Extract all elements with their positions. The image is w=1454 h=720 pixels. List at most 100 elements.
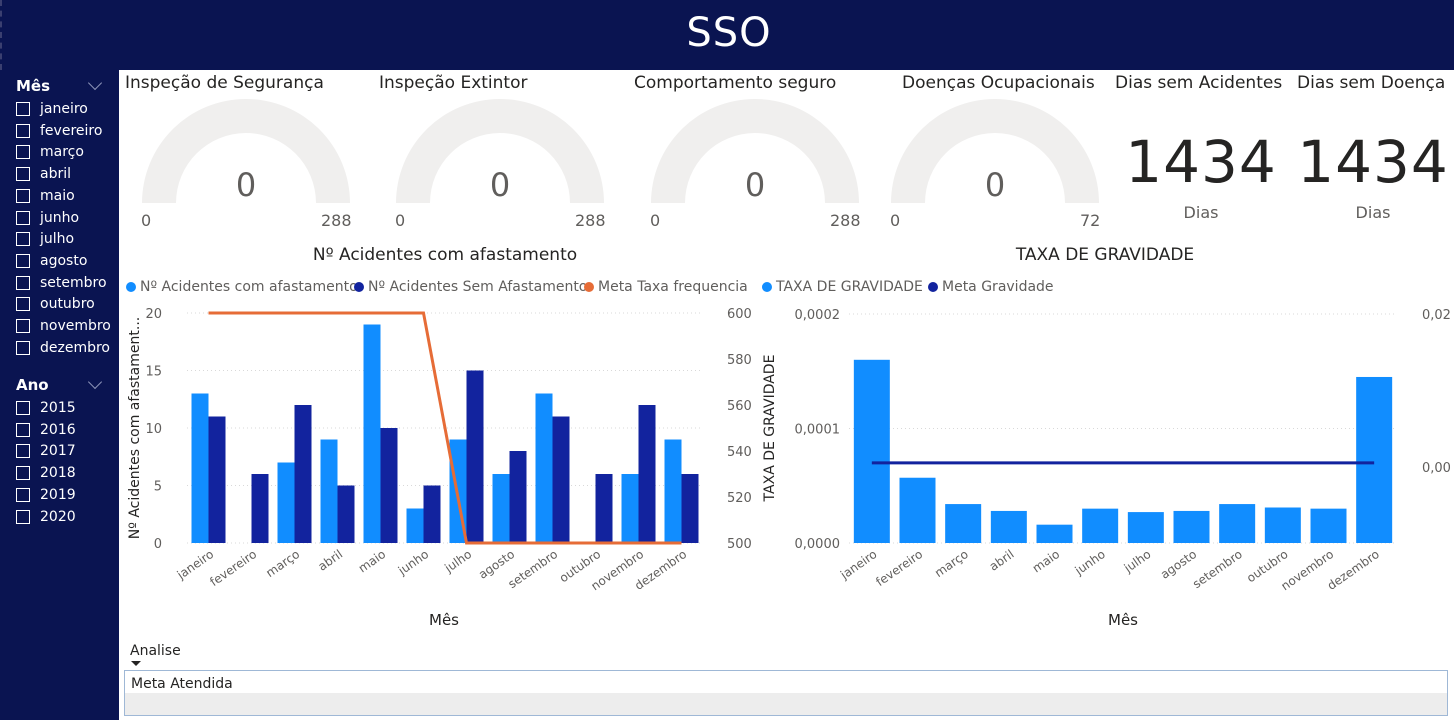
month-option-junho[interactable]: junho: [16, 208, 79, 228]
sort-caret-icon[interactable]: [131, 661, 141, 666]
legend-item-acidentes-sem-afastamento[interactable]: Nº Acidentes Sem Afastamento: [354, 279, 587, 295]
chart1-xlabel: Mês: [429, 611, 459, 629]
checkbox[interactable]: [16, 509, 30, 524]
legend-item-meta-taxa-frequencia[interactable]: Meta Taxa frequencia: [584, 279, 748, 295]
y-tick-label: 20: [145, 307, 162, 322]
bar-junho: [1082, 508, 1119, 543]
legend-item-taxa-de-gravidade[interactable]: TAXA DE GRAVIDADE: [762, 279, 923, 295]
checkbox[interactable]: [16, 232, 30, 247]
checkbox[interactable]: [16, 123, 30, 138]
bar-janeiro-com: [191, 393, 209, 543]
checkbox[interactable]: [16, 188, 30, 203]
year-option-2018[interactable]: 2018: [16, 463, 76, 483]
bar-agosto-com: [492, 474, 510, 543]
bar-outubro-sem: [595, 474, 613, 543]
month-option-janeiro[interactable]: janeiro: [16, 99, 88, 119]
slicer-item-label: novembro: [40, 318, 111, 334]
gauge-arc-comportamento-seguro: [651, 99, 859, 203]
month-option-maio[interactable]: maio: [16, 186, 75, 206]
month-option-abril[interactable]: abril: [16, 164, 71, 184]
x-tick-label: março: [932, 547, 971, 580]
bar-setembro-com: [535, 393, 553, 543]
checkbox[interactable]: [16, 167, 30, 182]
legend-dot: [354, 282, 364, 292]
legend-dot: [584, 282, 594, 292]
year-option-2019[interactable]: 2019: [16, 485, 76, 505]
bar-março: [945, 504, 982, 543]
bar-julho-sem: [466, 370, 484, 543]
y2-tick-label: 0,00: [1422, 461, 1451, 476]
slicer-item-label: 2015: [40, 400, 76, 416]
gauge-value-comportamento-seguro: 0: [744, 166, 766, 204]
month-option-setembro[interactable]: setembro: [16, 273, 107, 293]
gauge-title-doencas-ocupacionais: Doenças Ocupacionais: [902, 73, 1095, 93]
slicer-item-label: julho: [40, 231, 75, 248]
page-title: SSO: [686, 10, 772, 56]
analise-column-header[interactable]: Analise: [130, 643, 181, 659]
bar-abril: [990, 510, 1027, 543]
table-row[interactable]: Meta Atendida: [131, 676, 233, 692]
month-option-dezembro[interactable]: dezembro: [16, 338, 110, 358]
month-option-agosto[interactable]: agosto: [16, 251, 87, 271]
legend-label: Meta Taxa frequencia: [598, 279, 748, 295]
bar-agosto-sem: [509, 451, 527, 543]
month-option-março[interactable]: março: [16, 142, 84, 162]
kpi-title-dias-sem-doenca: Dias sem Doença: [1297, 73, 1446, 93]
year-option-2015[interactable]: 2015: [16, 398, 76, 418]
checkbox[interactable]: [16, 145, 30, 160]
gauge-arc-doencas-ocupacionais: [891, 99, 1099, 203]
gauge-max-inspecao-seguranca: 288: [321, 211, 352, 230]
y-tick-label: 10: [145, 422, 162, 437]
gauge-max-inspecao-extintor: 288: [575, 211, 606, 230]
chart1-ylabel: Nº Acidentes com afastament...: [127, 317, 143, 539]
slicer-item-label: dezembro: [40, 339, 110, 356]
month-slicer-title: Mês: [16, 77, 51, 95]
checkbox[interactable]: [16, 444, 30, 459]
legend-dot: [762, 282, 772, 292]
checkbox[interactable]: [16, 253, 30, 268]
checkbox[interactable]: [16, 210, 30, 225]
x-tick-label: julho: [1121, 547, 1154, 576]
checkbox[interactable]: [16, 422, 30, 437]
checkbox[interactable]: [16, 319, 30, 333]
gauge-title-inspecao-extintor: Inspeção Extintor: [379, 73, 528, 93]
checkbox[interactable]: [16, 102, 30, 116]
bar-maio-sem: [380, 428, 398, 543]
month-option-novembro[interactable]: novembro: [16, 316, 111, 336]
legend-label: TAXA DE GRAVIDADE: [776, 279, 923, 295]
gauge-value-inspecao-seguranca: 0: [235, 166, 257, 204]
bar-junho-sem: [423, 485, 441, 543]
slicer-item-label: junho: [40, 209, 80, 226]
header-bar: SSO: [0, 0, 1454, 70]
meta-taxa-frequencia-line: [208, 311, 682, 545]
y-tick-label: 0,0001: [795, 423, 841, 438]
x-tick-label: setembro: [1190, 547, 1245, 591]
checkbox[interactable]: [16, 401, 30, 415]
checkbox[interactable]: [16, 487, 30, 502]
bar-março-com: [277, 462, 295, 543]
checkbox[interactable]: [16, 466, 30, 481]
month-option-fevereiro[interactable]: fevereiro: [16, 121, 102, 141]
slicer-item-label: maio: [40, 187, 75, 204]
x-tick-label: fevereiro: [873, 547, 925, 589]
y2-tick-label: 500: [727, 537, 752, 552]
checkbox[interactable]: [16, 297, 30, 312]
slicer-item-label: março: [40, 144, 84, 161]
year-option-2020[interactable]: 2020: [16, 507, 76, 527]
legend-item-acidentes-com-afastamento[interactable]: Nº Acidentes com afastamento: [126, 279, 358, 295]
month-option-outubro[interactable]: outubro: [16, 294, 95, 314]
checkbox[interactable]: [16, 275, 30, 290]
legend-item-meta-gravidade[interactable]: Meta Gravidade: [928, 279, 1054, 295]
month-option-julho[interactable]: julho: [16, 229, 74, 249]
legend-label: Nº Acidentes com afastamento: [140, 279, 358, 295]
bar-agosto: [1173, 510, 1210, 543]
year-option-2016[interactable]: 2016: [16, 420, 76, 440]
checkbox[interactable]: [16, 340, 30, 355]
bar-julho: [1127, 512, 1164, 543]
gauge-min-inspecao-seguranca: 0: [141, 211, 152, 230]
gauge-arc-inspecao-extintor: [396, 99, 604, 203]
bar-dezembro: [1356, 376, 1393, 543]
bar-novembro-sem: [638, 405, 656, 543]
year-option-2017[interactable]: 2017: [16, 441, 76, 461]
